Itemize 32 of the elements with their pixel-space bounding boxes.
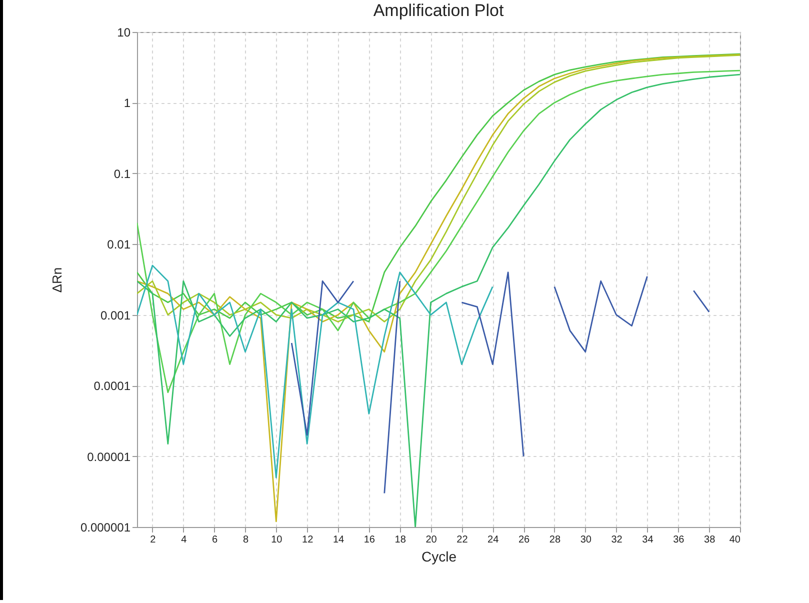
x-tick-label: 32 [611,534,623,546]
x-tick-label: 8 [242,534,249,546]
x-tick-label: 40 [729,534,741,546]
x-tick-label: 12 [302,534,314,546]
y-tick-label: 0.00001 [87,450,131,464]
x-tick-label: 16 [364,534,376,546]
y-tick-label: 0.000001 [80,520,131,534]
y-tick-label: 10 [117,26,131,40]
x-tick-label: 6 [212,534,218,546]
x-tick-label: 28 [549,534,561,546]
line-series [137,264,494,478]
y-tick-label: 0.001 [100,308,131,322]
x-tick-label: 30 [580,534,592,546]
x-tick-label: 18 [394,534,406,546]
x-tick-label: 20 [426,534,438,546]
y-tick-label: 0.01 [107,238,131,252]
x-tick-label: 4 [181,534,188,546]
x-tick-label: 38 [704,534,716,546]
y-tick-label: 0.0001 [94,379,131,394]
x-tick-label: 22 [456,534,468,546]
chart-title: Amplification Plot [373,1,504,20]
x-axis-title: Cycle [421,548,457,564]
y-tick-label: 1 [124,96,131,110]
x-tick-label: 26 [518,534,530,546]
x-tick-label: 10 [271,534,283,546]
x-tick-label: 24 [488,534,500,546]
x-tick-label: 36 [673,534,685,546]
x-tick-label: 14 [332,534,344,546]
y-tick-label: 0.1 [114,166,131,181]
x-tick-label: 34 [642,534,654,546]
y-axis-title: ΔRn [49,267,64,293]
x-tick-label: 2 [150,534,156,546]
